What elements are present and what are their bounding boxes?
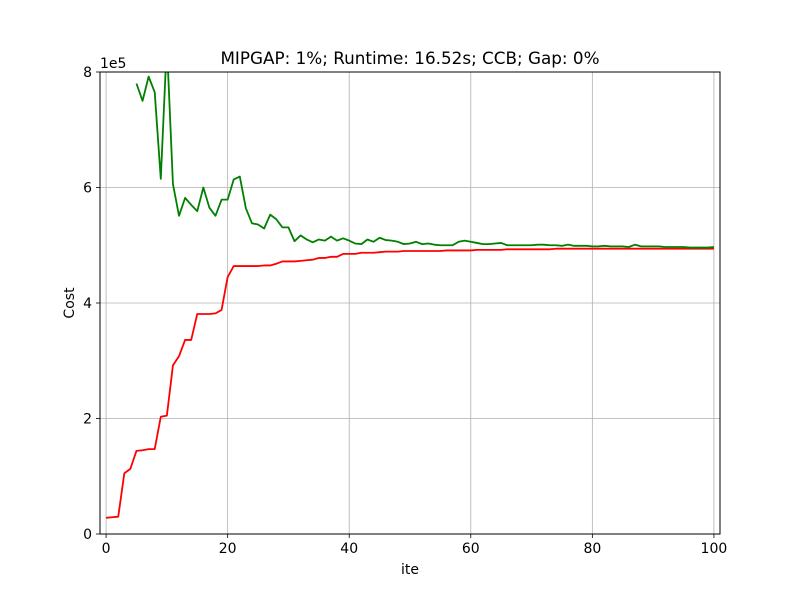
x-tick-label-4: 80 — [583, 541, 601, 557]
x-tick-label-5: 100 — [701, 541, 728, 557]
y-tick-label-3: 6 — [83, 181, 92, 197]
y-tick-label-2: 4 — [83, 296, 92, 312]
axis-ticks: 0 20 40 60 80 100 0 2 4 6 8 — [83, 65, 727, 557]
series-layer — [105, 72, 715, 519]
series-line-0 — [105, 247, 714, 519]
y-tick-label-1: 2 — [83, 412, 92, 428]
y-tick-label-0: 0 — [83, 527, 92, 543]
y-axis-offset-label: 1e5 — [100, 56, 126, 72]
y-axis-label: Cost — [62, 287, 78, 319]
series-line-1 — [135, 72, 715, 249]
x-tick-label-1: 20 — [219, 541, 237, 557]
x-tick-label-0: 0 — [102, 541, 111, 557]
x-axis-label: ite — [401, 562, 419, 578]
x-tick-label-3: 60 — [462, 541, 480, 557]
chart-title: MIPGAP: 1%; Runtime: 16.52s; CCB; Gap: 0… — [220, 48, 599, 68]
x-tick-label-2: 40 — [340, 541, 358, 557]
y-tick-label-4: 8 — [83, 65, 92, 81]
